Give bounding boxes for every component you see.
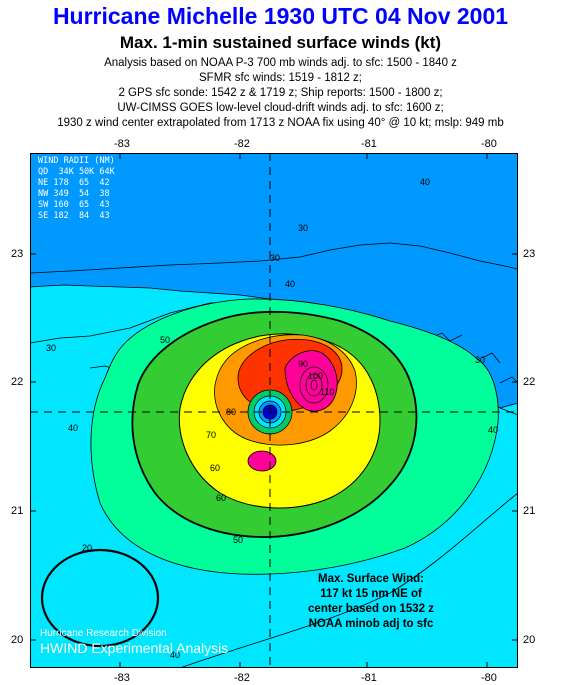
lat-label-left: 20: [11, 634, 24, 646]
lon-label-top: -80: [481, 138, 497, 150]
analysis-info-line: 2 GPS sfc sonde: 1542 z & 1719 z; Ship r…: [118, 87, 443, 99]
wind-contour: [305, 373, 323, 397]
contour-label: 90: [298, 359, 308, 369]
lon-label-bottom: -82: [234, 672, 250, 684]
analysis-info-line: 1930 z wind center extrapolated from 171…: [57, 117, 504, 129]
analysis-info-line: SFMR sfc winds: 1519 - 1812 z;: [199, 72, 362, 84]
credit-product: HWIND Experimental Analysis: [40, 640, 229, 656]
wind-radii-row: NE 178 65 42: [38, 178, 110, 188]
map-frame: [30, 153, 518, 668]
wind-contour-30: [40, 548, 160, 648]
coastline: [30, 242, 518, 274]
wind-contour: [299, 366, 329, 404]
wind-contour: [310, 379, 318, 391]
contour-label: 50: [160, 335, 170, 345]
contour-label: 30: [270, 253, 280, 263]
contour-label: 110: [320, 387, 334, 397]
lat-label-right: 23: [523, 248, 536, 260]
wind-radii-row: SE 182 84 43: [38, 211, 110, 221]
contour-label: 30: [475, 355, 485, 365]
contour-label: 70: [206, 430, 216, 440]
contour-label: 40: [68, 423, 78, 433]
contour-label: 20: [82, 543, 92, 553]
contour-label: 30: [46, 343, 56, 353]
contour-label: 30: [298, 223, 308, 233]
wind-radii-row: NW 349 54 38: [38, 189, 110, 199]
contour-label: 60: [210, 463, 220, 473]
wind-radii-row: SW 160 65 43: [38, 200, 110, 210]
contour-label: 60: [216, 493, 226, 503]
lat-label-right: 21: [523, 505, 536, 517]
contour-label: 100: [308, 371, 323, 381]
wind-field-map: 20 30 30 30 30 40 40 40 40 40 50 50 60 6…: [30, 153, 518, 668]
credit-division: Hurricane Research Division: [40, 628, 167, 639]
wind-band-100: [247, 450, 277, 472]
wind-band-100: [284, 350, 338, 412]
contour-label: 40: [285, 279, 295, 289]
max-wind-line: center based on 1532 z: [308, 603, 434, 615]
contour-label: 80: [226, 407, 236, 417]
lat-label-right: 20: [523, 634, 536, 646]
lon-label-top: -81: [361, 138, 377, 150]
lat-label-right: 22: [523, 376, 536, 388]
lat-label-left: 23: [11, 248, 24, 260]
max-wind-line: NOAA minob adj to sfc: [308, 618, 434, 630]
lon-label-top: -83: [114, 138, 130, 150]
max-wind-line: Max. Surface Wind:: [318, 573, 424, 585]
contour-label: 40: [420, 177, 430, 187]
lon-label-bottom: -83: [114, 672, 130, 684]
lon-label-top: -82: [234, 138, 250, 150]
wind-contour: [179, 492, 518, 668]
contour-label: 50: [233, 535, 243, 545]
wind-radii-table: WIND RADII (NM) QD 34K 50K 64K NE 178 65 4…: [38, 156, 115, 222]
contour-label: 40: [170, 650, 180, 660]
analysis-info-line: UW-CIMSS GOES low-level cloud-drift wind…: [117, 102, 444, 114]
map-title: Hurricane Michelle 1930 UTC 04 Nov 2001: [52, 3, 509, 29]
wind-radii-row: WIND RADII (NM): [38, 156, 115, 166]
lon-label-bottom: -80: [481, 672, 497, 684]
lat-label-left: 22: [11, 376, 24, 388]
max-wind-annotation: Max. Surface Wind: 117 kt 15 nm NE of ce…: [290, 572, 452, 632]
lat-label-left: 21: [11, 505, 24, 517]
map-subtitle: Max. 1-min sustained surface winds (kt): [119, 33, 442, 52]
wind-radii-row: QD 34K 50K 64K: [38, 167, 115, 177]
contour-label: 40: [488, 425, 498, 435]
analysis-info-line: Analysis based on NOAA P-3 700 mb winds …: [104, 57, 457, 69]
max-wind-line: 117 kt 15 nm NE of: [320, 588, 422, 600]
lon-label-bottom: -81: [361, 672, 377, 684]
